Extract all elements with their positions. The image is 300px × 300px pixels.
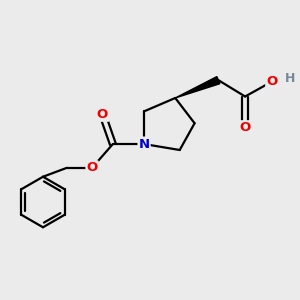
Text: H: H (284, 72, 295, 85)
Polygon shape (175, 76, 220, 98)
Text: O: O (266, 75, 278, 88)
Text: O: O (97, 108, 108, 121)
Text: O: O (86, 161, 98, 174)
Text: O: O (239, 121, 251, 134)
Text: N: N (139, 138, 150, 151)
